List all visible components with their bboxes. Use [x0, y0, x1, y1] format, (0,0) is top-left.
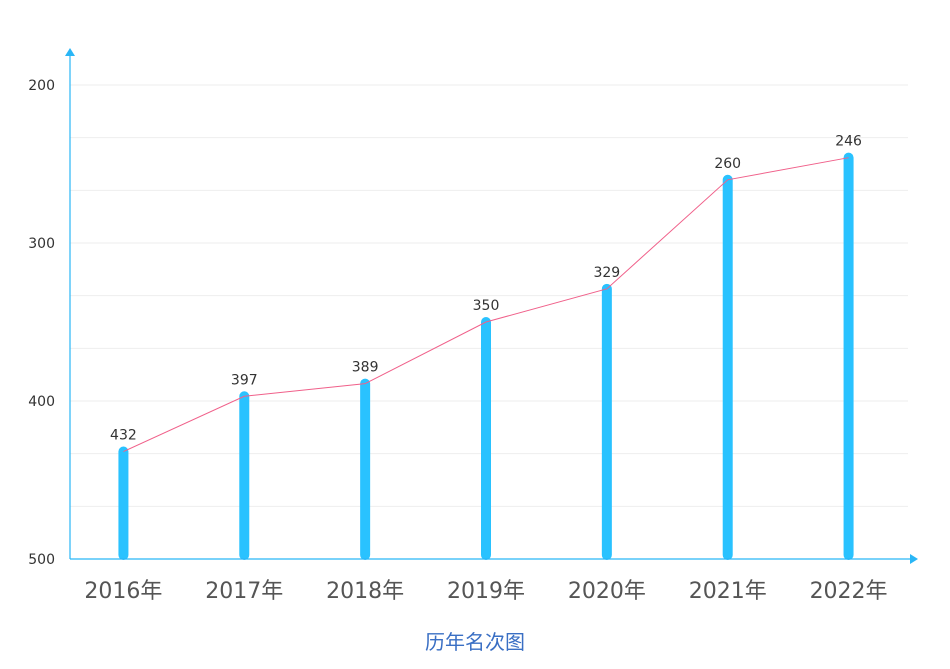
data-label: 389 [352, 360, 379, 376]
data-label: 350 [473, 298, 500, 314]
y-tick-label: 300 [28, 236, 55, 252]
y-tick-label: 500 [28, 552, 55, 568]
x-axis-arrow-icon [910, 554, 918, 564]
x-category-label: 2019年 [447, 579, 525, 604]
chart-caption: 历年名次图 [425, 630, 525, 654]
x-category-label: 2018年 [326, 579, 404, 604]
y-tick-label: 400 [28, 394, 55, 410]
data-label: 260 [714, 156, 741, 172]
data-label: 432 [110, 428, 137, 444]
y-tick-label: 200 [28, 78, 55, 94]
axes [65, 48, 918, 564]
bars [118, 152, 854, 560]
data-label: 397 [231, 372, 258, 388]
labels: 200 300 400 500 432 397 389 350 329 260 246 2016年 20… [28, 78, 887, 604]
x-category-label: 2016年 [84, 579, 162, 604]
x-category-label: 2022年 [810, 579, 888, 604]
x-category-label: 2021年 [689, 579, 767, 604]
x-category-label: 2017年 [205, 579, 283, 604]
trend-line-path [123, 157, 849, 453]
trend-line [123, 157, 849, 453]
data-label: 329 [593, 265, 620, 281]
x-category-label: 2020年 [568, 579, 646, 604]
data-label: 246 [835, 134, 862, 150]
y-axis-arrow-icon [65, 48, 75, 56]
